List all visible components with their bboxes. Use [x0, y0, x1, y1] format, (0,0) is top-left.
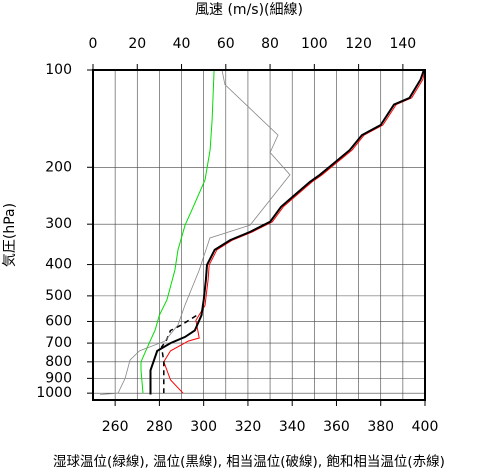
y-tick-label: 900: [45, 370, 72, 386]
series-line: [160, 314, 198, 394]
y-tick-label: 800: [45, 354, 72, 370]
plot-frame: [92, 69, 426, 401]
x-tick-label: 360: [323, 419, 350, 435]
x-tick-label: 300: [190, 419, 217, 435]
x2-tick-label: 40: [173, 36, 191, 52]
top-axis-label: 風速 (m/s)(細線): [195, 2, 303, 18]
x2-tick-label: 60: [217, 36, 235, 52]
x2-tick-label: 120: [345, 36, 372, 52]
y-tick-label: 600: [45, 313, 72, 329]
y-tick-label: 400: [45, 257, 72, 273]
x-tick-label: 260: [102, 419, 129, 435]
x-tick-label: 380: [367, 419, 394, 435]
x2-tick-label: 80: [261, 36, 279, 52]
bottom-axis-label: 湿球温位(緑線), 温位(黒線), 相当温位(破線), 飽和相当温位(赤線): [53, 454, 445, 470]
y-tick-label: 100: [45, 62, 72, 78]
series-line: [149, 69, 425, 395]
x2-tick-label: 100: [301, 36, 328, 52]
y-tick-label: 500: [45, 288, 72, 304]
y-tick-label: 300: [45, 216, 72, 232]
x2-tick-label: 140: [389, 36, 416, 52]
x2-tick-label: 20: [128, 36, 146, 52]
x-tick-label: 280: [146, 419, 173, 435]
series-line: [100, 69, 291, 395]
y-tick-label: 1000: [36, 385, 72, 401]
x2-tick-label: 0: [89, 36, 98, 52]
y-tick-label: 700: [45, 335, 72, 351]
x-tick-label: 400: [412, 419, 439, 435]
y-tick-label: 200: [45, 159, 72, 175]
x-tick-label: 320: [235, 419, 262, 435]
y-axis-label: 気圧(hPa): [2, 203, 18, 267]
series-line: [163, 69, 426, 394]
series-line: [140, 69, 215, 394]
x-tick-label: 340: [279, 419, 306, 435]
